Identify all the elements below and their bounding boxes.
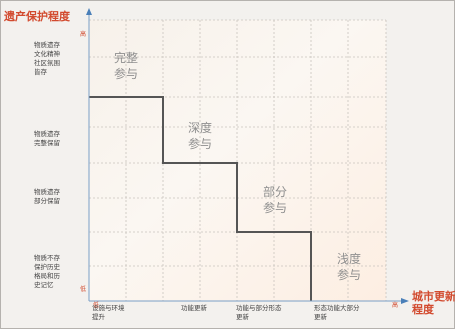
y-axis-arrow-icon (86, 8, 92, 15)
x-axis-high-label: 高 (392, 302, 399, 309)
y-level-label: 物质不存 保护历史 格局和历 史记忆 (34, 254, 60, 289)
participation-step-line (89, 96, 312, 301)
zone-label-deep: 深度 参与 (187, 121, 212, 151)
y-level-label: 物质遗存 文化精神 社区氛围 皆存 (34, 41, 60, 76)
x-level-label: 形态功能大部分 更新 (314, 304, 360, 321)
x-level-label: 设施与环境 提升 (92, 304, 125, 321)
x-axis-arrow-icon (401, 298, 409, 304)
x-axis-low-label: 低 (93, 302, 100, 309)
y-level-label: 物质遗存 部分保留 (34, 188, 60, 205)
y-axis-high-label: 高 (80, 31, 87, 38)
x-level-label: 功能更新 (181, 304, 207, 312)
y-level-label: 物质遗存 完整保留 (34, 130, 60, 147)
plot-background (89, 20, 386, 301)
y-axis-title: 遗产保护程度 (4, 10, 70, 23)
zone-label-shallow: 浅度 参与 (336, 252, 361, 282)
x-axis-title: 城市更新 程度 (412, 290, 455, 316)
y-axis-low-label: 低 (80, 286, 87, 293)
x-level-label: 功能与部分形态 更新 (236, 304, 282, 321)
zone-label-full: 完整 参与 (113, 51, 138, 81)
zone-label-partial: 部分 参与 (262, 185, 287, 215)
